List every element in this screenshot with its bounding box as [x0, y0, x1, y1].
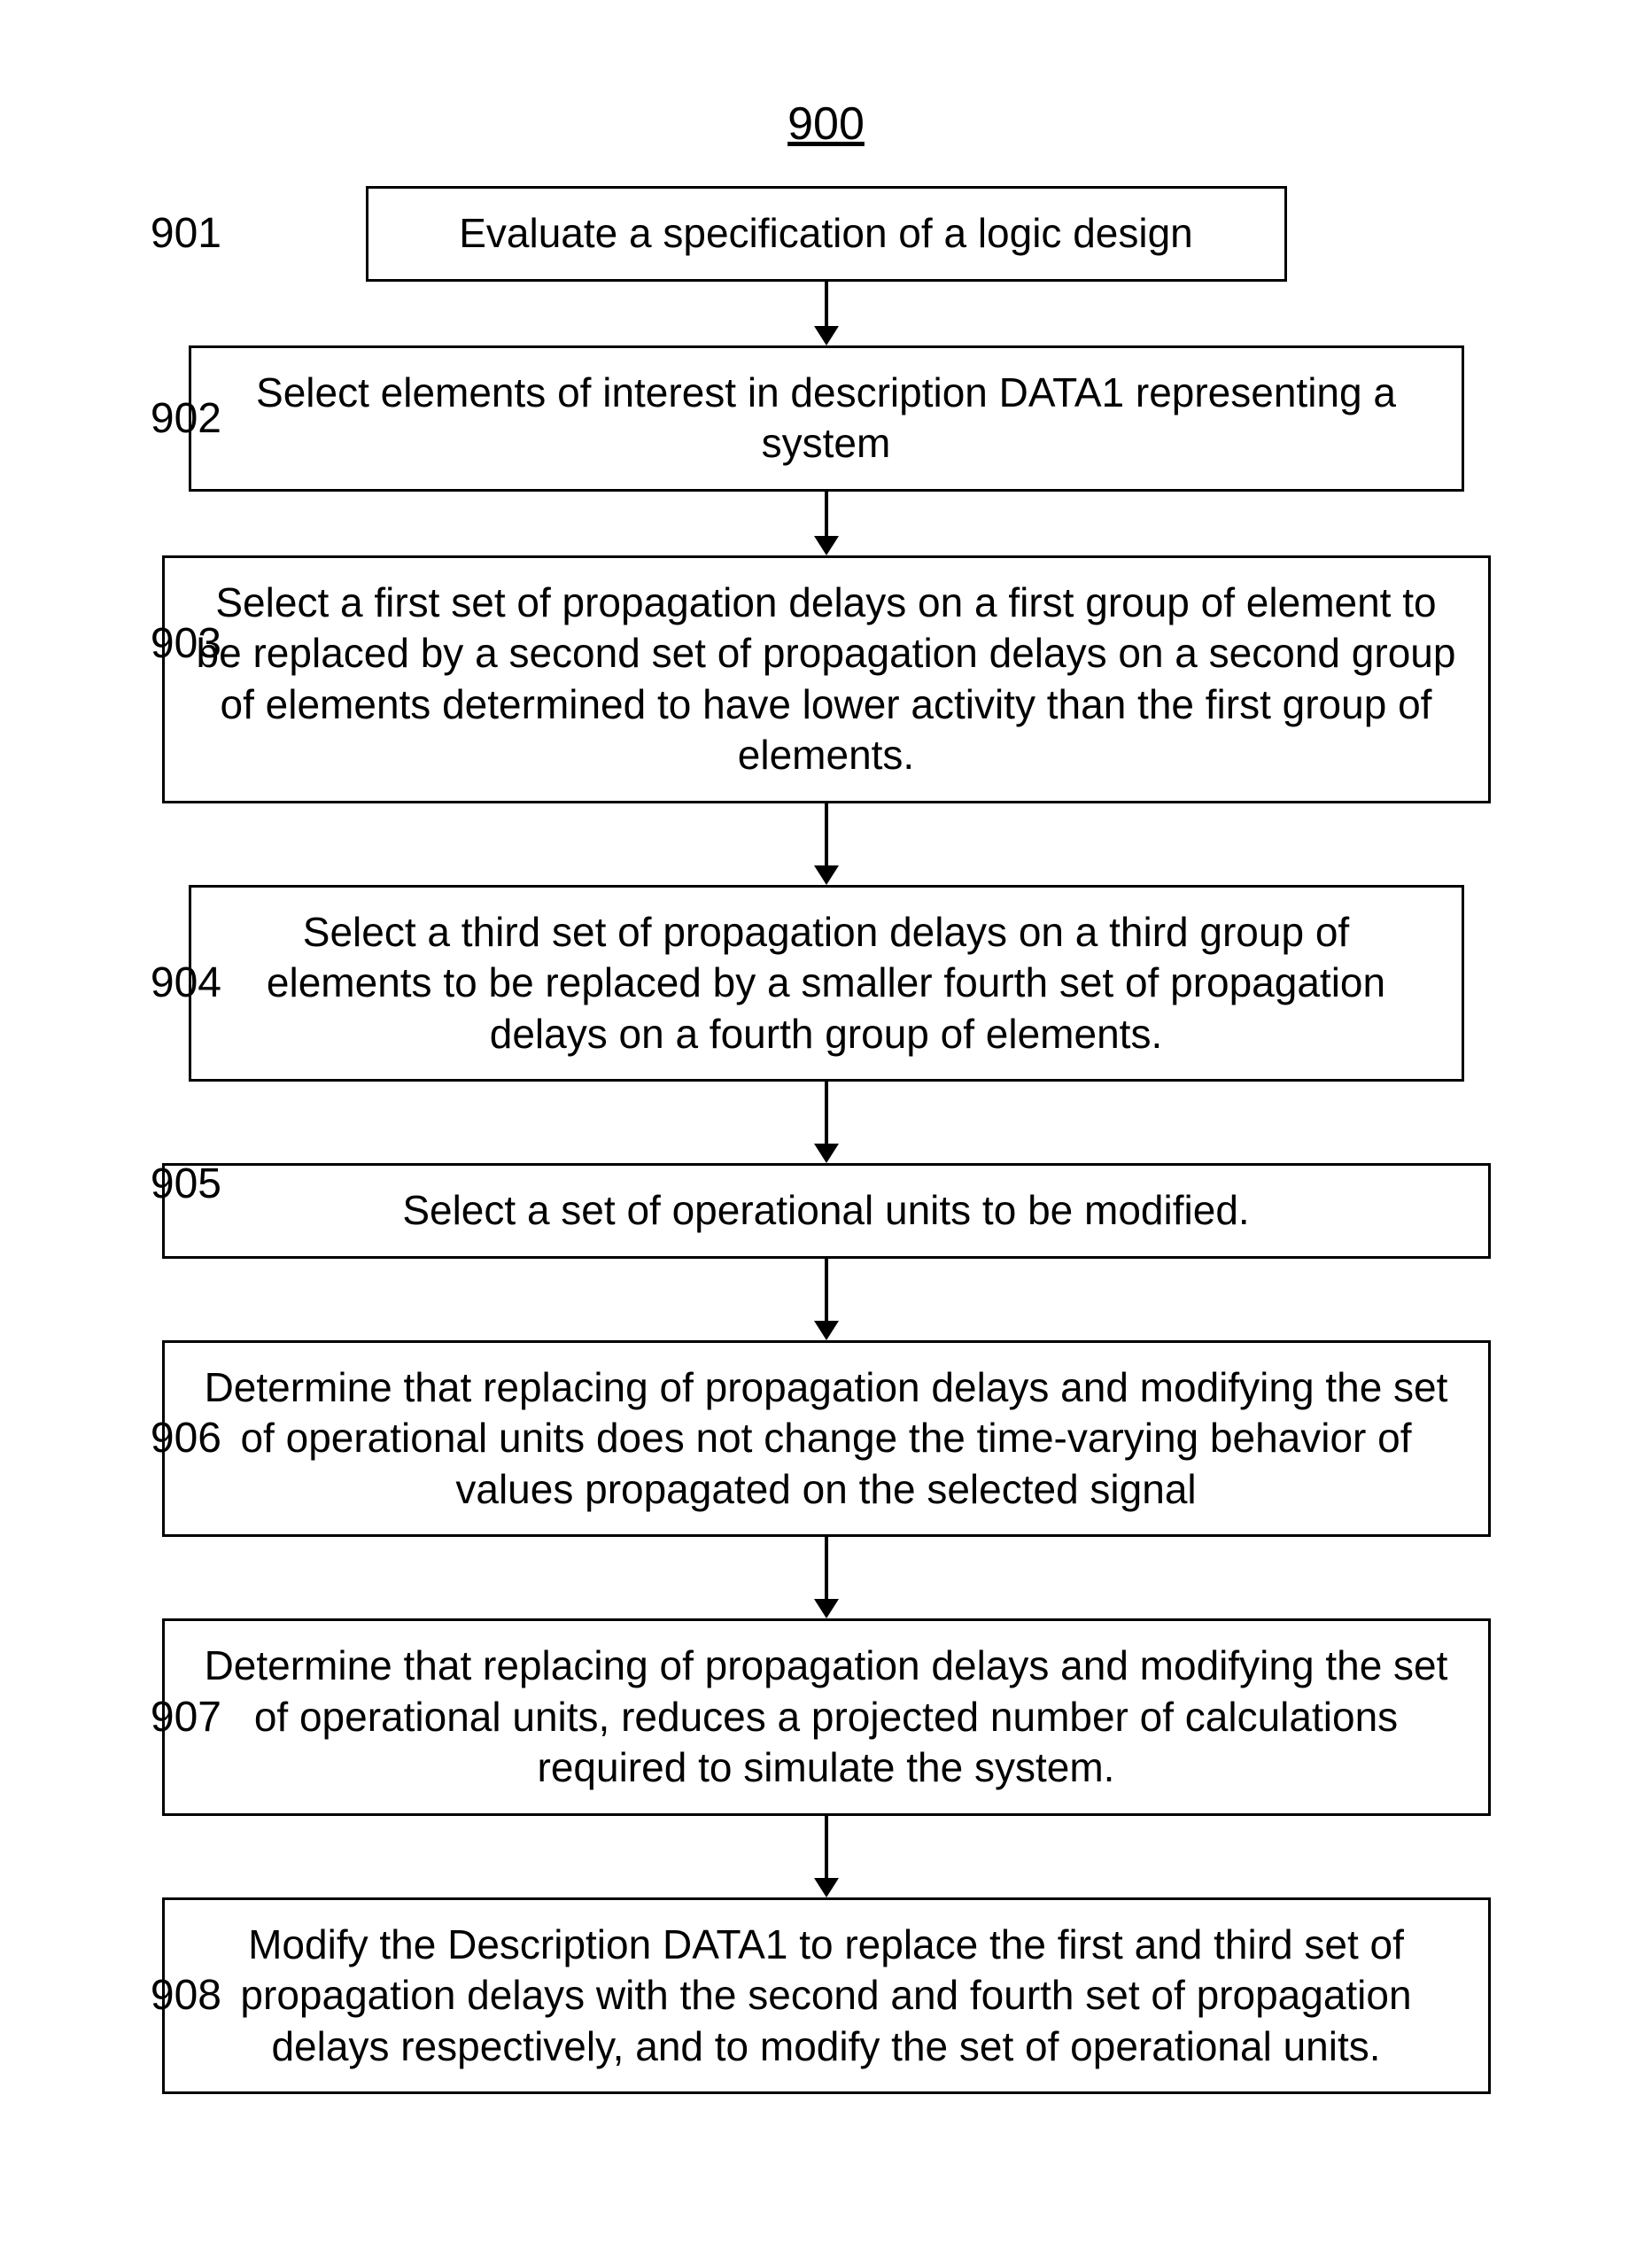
arrow-down-icon [814, 1082, 839, 1163]
arrow-down-icon [814, 282, 839, 345]
arrow-head-icon [814, 1321, 839, 1340]
flowchart-container: 901 Evaluate a specification of a logic d… [0, 186, 1652, 2094]
arrow-down-icon [814, 803, 839, 885]
arrow-shaft [825, 492, 828, 536]
arrow-shaft [825, 1082, 828, 1144]
flowchart-title: 900 [0, 97, 1652, 151]
flow-row: 902Select elements of interest in descri… [0, 345, 1652, 492]
arrow-head-icon [814, 1599, 839, 1618]
step-label: 903 [62, 619, 257, 668]
step-label: 904 [62, 958, 257, 1007]
step-label: 906 [62, 1414, 257, 1462]
arrow-head-icon [814, 536, 839, 555]
step-label: 905 [62, 1160, 257, 1208]
flow-row: 908Modify the Description DATA1 to repla… [0, 1897, 1652, 2095]
flow-row: 905Select a set of operational units to … [0, 1163, 1652, 1259]
arrow-shaft [825, 1537, 828, 1599]
arrow-head-icon [814, 1878, 839, 1897]
flow-row: 906Determine that replacing of propagati… [0, 1340, 1652, 1538]
arrow-head-icon [814, 326, 839, 345]
step-label: 902 [62, 394, 257, 443]
arrow-down-icon [814, 492, 839, 555]
arrow-shaft [825, 1259, 828, 1321]
flow-row: 904Select a third set of propagation del… [0, 885, 1652, 1082]
arrow-down-icon [814, 1816, 839, 1897]
arrow-head-icon [814, 1144, 839, 1163]
step-box-903: Select a first set of propagation delays… [162, 555, 1491, 803]
flow-row: 907Determine that replacing of propagati… [0, 1618, 1652, 1816]
step-box-902: Select elements of interest in descripti… [189, 345, 1464, 492]
step-box-901: Evaluate a specification of a logic desi… [366, 186, 1287, 282]
page: 900 901 Evaluate a specification of a log… [0, 0, 1652, 2250]
arrow-down-icon [814, 1537, 839, 1618]
step-label: 901 [62, 209, 257, 258]
step-box-907: Determine that replacing of propagation … [162, 1618, 1491, 1816]
arrow-down-icon [814, 1259, 839, 1340]
arrow-shaft [825, 803, 828, 865]
step-box-904: Select a third set of propagation delays… [189, 885, 1464, 1082]
step-label: 907 [62, 1693, 257, 1742]
step-box-906: Determine that replacing of propagation … [162, 1340, 1491, 1538]
arrow-shaft [825, 282, 828, 326]
step-box-908: Modify the Description DATA1 to replace … [162, 1897, 1491, 2095]
step-label: 908 [62, 1971, 257, 2020]
step-box-905: Select a set of operational units to be … [162, 1163, 1491, 1259]
flow-row: 901 Evaluate a specification of a logic d… [0, 186, 1652, 282]
arrow-shaft [825, 1816, 828, 1878]
arrow-head-icon [814, 865, 839, 885]
flow-row: 903Select a first set of propagation del… [0, 555, 1652, 803]
